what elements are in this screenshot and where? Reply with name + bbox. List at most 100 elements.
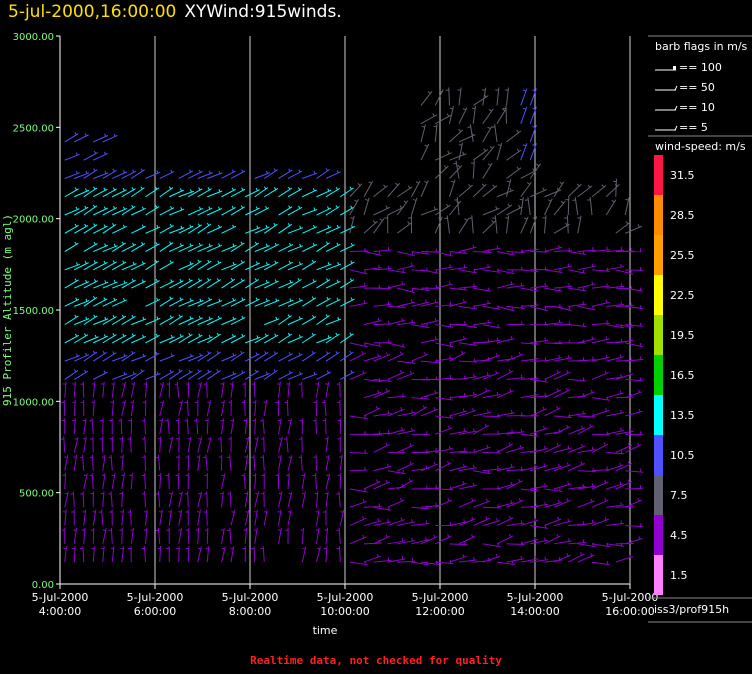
wind-barb-flag — [316, 547, 320, 550]
wind-barb — [230, 509, 236, 526]
wind-barb — [506, 206, 523, 216]
wind-barb — [264, 318, 280, 326]
wind-barb — [544, 535, 561, 545]
wind-barb — [245, 353, 260, 362]
wind-barb — [159, 225, 174, 234]
wind-barb-flag — [535, 287, 537, 291]
wind-barb-flag — [245, 511, 249, 513]
wind-barb-flag — [591, 446, 594, 451]
wind-barb — [449, 153, 467, 161]
wind-barb-flag — [327, 225, 330, 229]
wind-barb — [159, 354, 175, 362]
wind-barb-flag — [325, 456, 329, 458]
wind-barb-flag — [131, 383, 135, 385]
wind-barb — [187, 527, 190, 544]
wind-barb — [230, 206, 245, 216]
wind-barb-flag — [619, 481, 622, 485]
wind-barb — [420, 338, 439, 344]
wind-barb — [420, 180, 429, 197]
wind-barb-flag — [509, 388, 512, 392]
wind-barb-flag — [298, 205, 301, 209]
wind-barb — [506, 499, 524, 508]
wind-barb-flag — [518, 352, 522, 356]
wind-barb-flag — [425, 299, 427, 303]
wind-barb — [301, 333, 316, 344]
wind-barb — [458, 430, 477, 435]
wind-barb-flag — [207, 277, 210, 281]
wind-barb-flag — [628, 371, 631, 375]
wind-barb-flag — [197, 278, 201, 282]
wind-barb-flag — [407, 185, 411, 189]
wind-barb-flag — [231, 187, 234, 191]
colorbar-label: 7.5 — [670, 489, 688, 502]
wind-barb — [110, 454, 113, 471]
wind-barb-flag — [410, 299, 413, 303]
wind-barb — [220, 436, 222, 453]
wind-barb-flag — [543, 463, 546, 467]
wind-barb — [102, 170, 117, 179]
wind-barb-flag — [198, 187, 201, 191]
wind-barb-flag — [218, 243, 221, 247]
wind-barb — [187, 546, 190, 563]
wind-barb-flag — [523, 217, 528, 220]
x-tick-date: 5-Jul-2000 — [412, 591, 469, 604]
wind-barb-flag — [288, 351, 291, 355]
wind-barb — [553, 389, 571, 399]
wind-barb-flag — [361, 350, 364, 355]
wind-barb — [121, 315, 136, 326]
wind-barb-flag — [627, 442, 631, 447]
wind-barb-flag — [556, 533, 559, 538]
wind-barb — [287, 188, 303, 198]
wind-barb-flag — [298, 334, 301, 338]
wind-barb — [102, 491, 105, 508]
wind-barb — [129, 436, 132, 453]
wind-barb — [64, 369, 79, 380]
wind-barb — [420, 360, 439, 364]
wind-barb — [473, 560, 492, 563]
wind-barb-flag — [298, 298, 301, 302]
wind-barb — [349, 500, 367, 508]
wind-barb-flag — [288, 456, 292, 459]
wind-barb — [458, 217, 470, 234]
wind-barb — [530, 503, 549, 508]
wind-barb — [449, 266, 468, 271]
wind-barb — [591, 561, 610, 566]
wind-barb — [387, 305, 406, 308]
wind-barb — [363, 320, 382, 326]
wind-barb-flag — [208, 170, 211, 174]
wind-barb-flag — [325, 314, 329, 318]
wind-barb — [263, 169, 278, 179]
wind-barb-flag — [273, 369, 276, 373]
wind-barb — [435, 535, 452, 545]
wind-barb-flag — [484, 423, 487, 427]
wind-barb — [92, 546, 95, 563]
wind-barb-flag — [274, 333, 277, 337]
wind-barb — [206, 279, 222, 289]
wind-barb — [553, 426, 571, 435]
wind-barb-flag — [76, 353, 78, 357]
wind-barb — [263, 400, 268, 417]
wind-barb-flag — [169, 296, 172, 300]
wind-barb-flag — [567, 445, 570, 449]
wind-barb — [301, 351, 316, 362]
wind-barb — [302, 189, 317, 198]
wind-barb-flag — [84, 223, 87, 227]
wind-barb — [527, 197, 531, 216]
wind-barb — [110, 491, 113, 508]
y-tick-label: 3000.00 — [13, 32, 54, 43]
wind-barb — [74, 318, 90, 326]
wind-barb-flag — [362, 370, 365, 374]
wind-barb-flag — [433, 407, 436, 411]
wind-barb-flag — [566, 498, 569, 502]
colorbar-swatch — [654, 315, 663, 355]
wind-barb — [553, 415, 572, 419]
wind-barb-flag — [197, 547, 201, 550]
wind-barb — [178, 370, 193, 380]
wind-barb — [544, 465, 563, 472]
wind-barb — [544, 407, 561, 417]
header-title: XYWind:915winds. — [184, 2, 342, 22]
wind-barb-flag — [160, 401, 164, 404]
wind-barb-flag — [254, 438, 258, 440]
wind-barb — [64, 263, 80, 271]
wind-barb-flag — [448, 281, 451, 285]
